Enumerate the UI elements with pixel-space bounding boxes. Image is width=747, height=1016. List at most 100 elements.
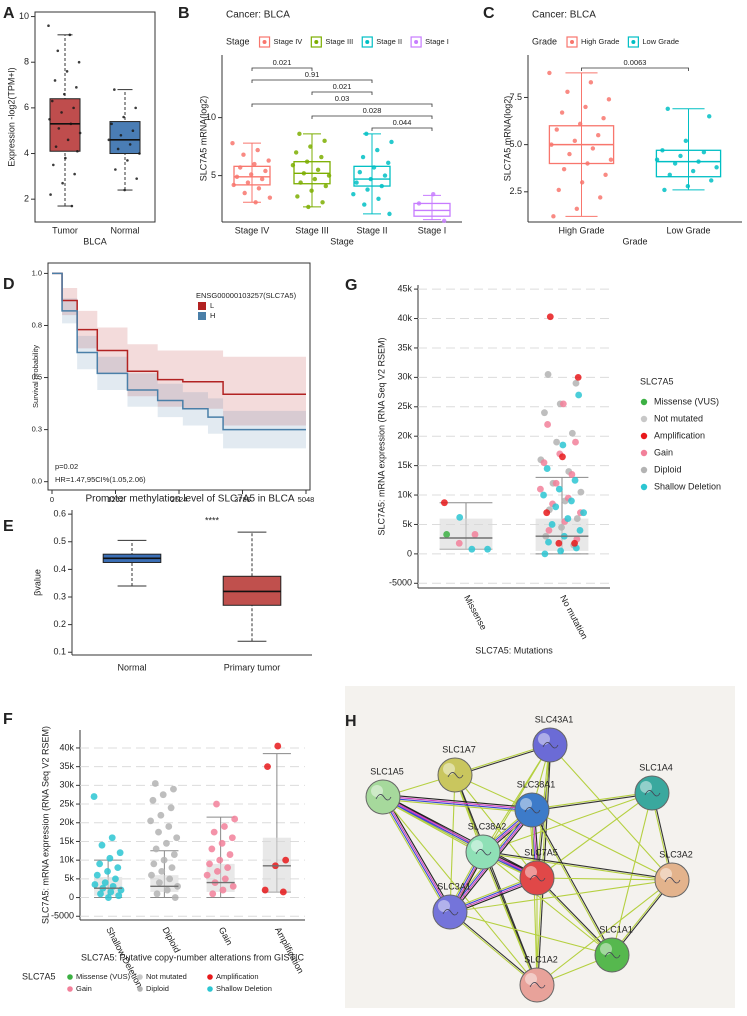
network-edge: [611, 792, 653, 956]
data-point: [219, 886, 227, 894]
data-point: [323, 183, 329, 189]
data-point: [166, 875, 174, 883]
data-point: [441, 218, 447, 224]
data-point: [108, 834, 116, 842]
legend-title: Stage: [226, 36, 250, 46]
legend-label: Gain: [654, 447, 673, 457]
data-point: [138, 152, 141, 155]
panel-letter: B: [178, 5, 190, 22]
p-value: 0.044: [393, 118, 412, 127]
y-tick-label: -5000: [389, 578, 412, 588]
data-point: [386, 160, 391, 166]
data-point: [660, 148, 665, 153]
node-label: SLC43A1: [535, 714, 574, 724]
data-point: [543, 509, 551, 517]
comparison-bracket: [581, 67, 689, 71]
data-point: [238, 165, 243, 170]
data-point: [362, 202, 367, 207]
data-point: [261, 886, 269, 894]
node-structure: [664, 877, 681, 884]
data-point: [61, 181, 64, 185]
p-value: 0.021: [333, 82, 352, 91]
data-point: [667, 172, 672, 178]
data-point: [293, 150, 299, 155]
data-point: [65, 70, 69, 73]
y-tick-label: 0: [69, 892, 74, 902]
comparison-bracket: [251, 79, 373, 83]
data-point: [264, 763, 271, 771]
node-structure: [644, 790, 661, 797]
legend-dot: [640, 483, 648, 491]
data-point: [672, 161, 678, 166]
data-point: [583, 104, 588, 110]
data-point: [72, 106, 75, 110]
data-point: [57, 127, 61, 130]
legend-dot: [640, 415, 648, 423]
legend-title: SLC7A5: [640, 376, 674, 386]
data-point: [105, 894, 112, 901]
network-edge: [536, 878, 612, 956]
node-label: SLC1A7: [442, 744, 476, 754]
legend-dot: [631, 40, 636, 44]
data-point: [134, 106, 137, 110]
network-node: [365, 779, 401, 815]
data-point: [568, 497, 575, 505]
y-tick-label: 40k: [59, 742, 74, 752]
network-edge: [449, 911, 613, 956]
network-edge: [530, 810, 612, 956]
data-point: [90, 793, 98, 800]
data-point: [297, 131, 302, 137]
data-point: [203, 871, 211, 879]
y-tick-label: 5k: [402, 519, 412, 529]
network-edge: [382, 798, 532, 813]
y-tick-label: 0.5: [53, 536, 66, 546]
data-point: [126, 159, 129, 162]
legend-label: Shallow Deletion: [654, 481, 721, 491]
x-tick-label: High Grade: [558, 225, 604, 235]
chart-title: Cancer: BLCA: [226, 10, 290, 21]
survival-curve: [52, 272, 306, 395]
data-point: [559, 400, 567, 408]
data-point: [173, 834, 181, 842]
network-edge: [531, 791, 652, 810]
data-point: [224, 864, 232, 872]
data-point: [455, 539, 463, 547]
data-point: [572, 379, 580, 387]
data-point: [54, 145, 58, 148]
legend-dot: [640, 466, 648, 474]
y-tick-label: 0.6: [53, 509, 66, 519]
data-point: [226, 851, 234, 858]
data-point: [382, 173, 388, 178]
x-tick-label: Normal: [117, 662, 146, 672]
data-point: [135, 177, 138, 180]
data-point: [306, 204, 311, 210]
legend-label: Stage I: [425, 37, 449, 46]
network-edge: [384, 795, 453, 912]
network-edge: [383, 795, 533, 810]
data-point: [159, 791, 167, 799]
y-tick-label: 0.2: [53, 619, 66, 629]
data-point: [364, 131, 369, 137]
data-point: [309, 188, 314, 193]
network-edge: [549, 744, 673, 881]
data-point: [115, 892, 123, 900]
network-edge: [482, 792, 653, 853]
data-point: [282, 856, 290, 864]
data-point: [544, 421, 551, 428]
legend-label: Diploid: [146, 984, 169, 993]
network-node: [514, 792, 550, 828]
y-tick-label: 45k: [397, 283, 412, 293]
node-structure: [604, 952, 621, 959]
data-point: [456, 513, 464, 521]
y-tick-label: 4: [24, 148, 29, 158]
data-point: [167, 804, 175, 812]
data-point: [128, 143, 132, 146]
x-axis-label: SLC7A5: Putative copy-number alterations…: [81, 952, 305, 962]
data-point: [468, 545, 476, 553]
y-tick-label: 35k: [397, 342, 412, 352]
data-point: [320, 200, 325, 205]
data-point: [290, 162, 296, 168]
data-point: [48, 117, 51, 121]
legend-title: SLC7A5: [22, 971, 56, 981]
